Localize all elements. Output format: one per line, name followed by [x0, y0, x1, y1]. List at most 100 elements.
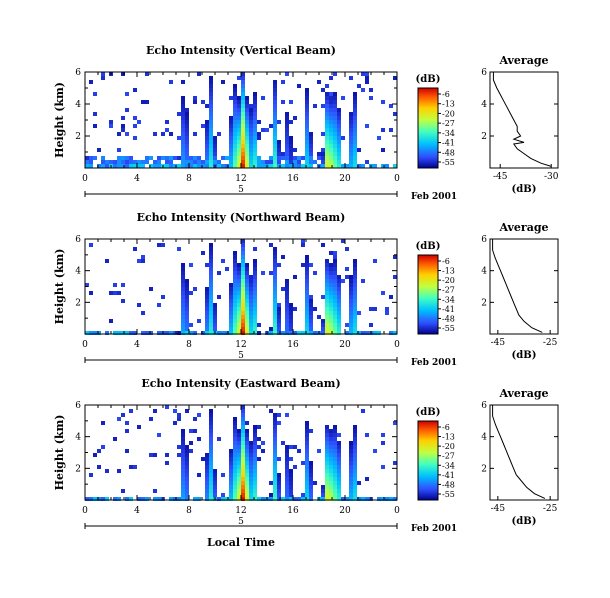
x-axis-label: Local Time: [207, 536, 275, 549]
profile-y-tick-label: 4: [481, 100, 487, 110]
profile-x-tick-label: -25: [543, 338, 558, 348]
profile-x-label: (dB): [512, 516, 537, 527]
profile-frame: [489, 71, 559, 169]
colorbar: (dB)-6-13-20-27-34-41-48-55: [416, 407, 455, 501]
x-tick-label: 16: [287, 174, 299, 184]
x-tick-label: 0: [394, 506, 400, 516]
x-tick-label: 8: [186, 174, 192, 184]
x-tick-label: 0: [82, 506, 88, 516]
colorbar-label: -48: [442, 148, 455, 157]
y-tick-label: 4: [75, 100, 81, 110]
colorbar-unit: (dB): [416, 407, 441, 418]
colorbar-label: -55: [442, 158, 455, 167]
profile-line: [492, 405, 546, 499]
profile-frame: [489, 238, 559, 335]
colorbar-label: -6: [442, 257, 450, 266]
x-tick-label: 0: [394, 174, 400, 184]
y-tick-label: 6: [75, 68, 81, 78]
average-profile: Average 2 4 6 -45 -30 (dB): [481, 54, 558, 195]
heatmap-field: [85, 72, 397, 168]
colorbar-label: -27: [442, 452, 455, 461]
y-tick-label: 4: [75, 433, 81, 443]
colorbar-label: -27: [442, 286, 455, 295]
colorbar-label: -41: [442, 139, 455, 148]
profile-x-tick-label: -45: [491, 504, 506, 514]
profile-frame: [489, 404, 559, 501]
x-tick-label: 12: [235, 340, 246, 350]
colorbar: (dB)-6-13-20-27-34-41-48-55: [416, 74, 455, 169]
colorbar-gradient: [417, 254, 439, 335]
profile-title: Average: [498, 221, 548, 234]
panel-title: Echo Intensity (Eastward Beam): [141, 377, 340, 390]
x-tick-label: 4: [134, 340, 140, 350]
colorbar-unit: (dB): [416, 241, 441, 252]
y-tick-label: 2: [75, 132, 81, 142]
y-tick-label: 6: [75, 401, 81, 411]
colorbar-gradient: [417, 87, 439, 169]
y-tick-label: 2: [75, 464, 81, 474]
date-label: Feb 2001: [411, 192, 457, 202]
profile-y-tick-label: 2: [481, 132, 487, 142]
profile-x-tick-label: -45: [491, 338, 506, 348]
profile-y-tick-label: 6: [481, 68, 487, 78]
y-tick-label: 6: [75, 235, 81, 245]
panel-title: Echo Intensity (Vertical Beam): [146, 44, 336, 57]
y-tick-label: 2: [75, 298, 81, 308]
profile-y-tick-label: 4: [481, 267, 487, 277]
colorbar-gradient: [417, 420, 439, 501]
colorbar-label: -13: [442, 267, 455, 276]
y-axis-label: Height (km): [53, 415, 66, 491]
average-profile: Average 2 4 6 -45 -25 (dB): [481, 387, 559, 527]
y-axis-label: Height (km): [53, 82, 66, 158]
profile-title: Average: [498, 387, 548, 400]
x-tick-label: 4: [134, 506, 140, 516]
x-tick-label: 12: [235, 174, 246, 184]
panel-title: Echo Intensity (Northward Beam): [137, 211, 346, 224]
colorbar-label: -13: [442, 100, 455, 109]
colorbar-label: -27: [442, 119, 455, 128]
colorbar-label: -48: [442, 480, 455, 489]
colorbar-label: -55: [442, 490, 455, 499]
x-tick-label: 8: [186, 340, 192, 350]
colorbar-label: -55: [442, 324, 455, 333]
profile-y-tick-label: 2: [481, 464, 487, 474]
profile-y-tick-label: 6: [481, 235, 487, 245]
profile-y-tick-label: 4: [481, 433, 487, 443]
colorbar-label: -34: [442, 295, 455, 304]
average-profile: Average 2 4 6 -45 -25 (dB): [481, 221, 559, 361]
profile-x-tick-label: -45: [493, 172, 508, 182]
date-tick-label: 5: [238, 517, 244, 527]
x-tick-label: 0: [82, 340, 88, 350]
x-tick-label: 20: [339, 174, 351, 184]
x-tick-label: 8: [186, 506, 192, 516]
x-tick-label: 20: [339, 506, 351, 516]
profile-x-tick-label: -25: [543, 504, 558, 514]
x-tick-label: 16: [287, 340, 299, 350]
colorbar-label: -20: [442, 276, 455, 285]
profile-y-tick-label: 2: [481, 298, 487, 308]
profile-line: [492, 239, 543, 333]
x-tick-label: 4: [134, 174, 140, 184]
x-tick-label: 20: [339, 340, 351, 350]
colorbar-label: -20: [442, 442, 455, 451]
date-label: Feb 2001: [411, 358, 457, 368]
colorbar-label: -34: [442, 129, 455, 138]
panel-1: Echo Intensity (Vertical Beam) Height (km…: [53, 44, 559, 202]
colorbar-label: -20: [442, 109, 455, 118]
colorbar-label: -41: [442, 471, 455, 480]
date-tick-label: 5: [238, 185, 244, 195]
colorbar-unit: (dB): [416, 74, 441, 85]
panel-2: Echo Intensity (Northward Beam) Height (k…: [53, 211, 559, 368]
profile-x-label: (dB): [512, 350, 537, 361]
date-tick-label: 5: [238, 351, 244, 361]
heatmap-field: [85, 239, 397, 335]
profile-line: [492, 72, 552, 167]
x-tick-label: 16: [287, 506, 299, 516]
date-label: Feb 2001: [411, 524, 457, 534]
colorbar-label: -41: [442, 305, 455, 314]
x-tick-label: 0: [394, 340, 400, 350]
y-axis-label: Height (km): [53, 249, 66, 325]
x-tick-label: 12: [235, 506, 246, 516]
x-tick-label: 0: [82, 174, 88, 184]
